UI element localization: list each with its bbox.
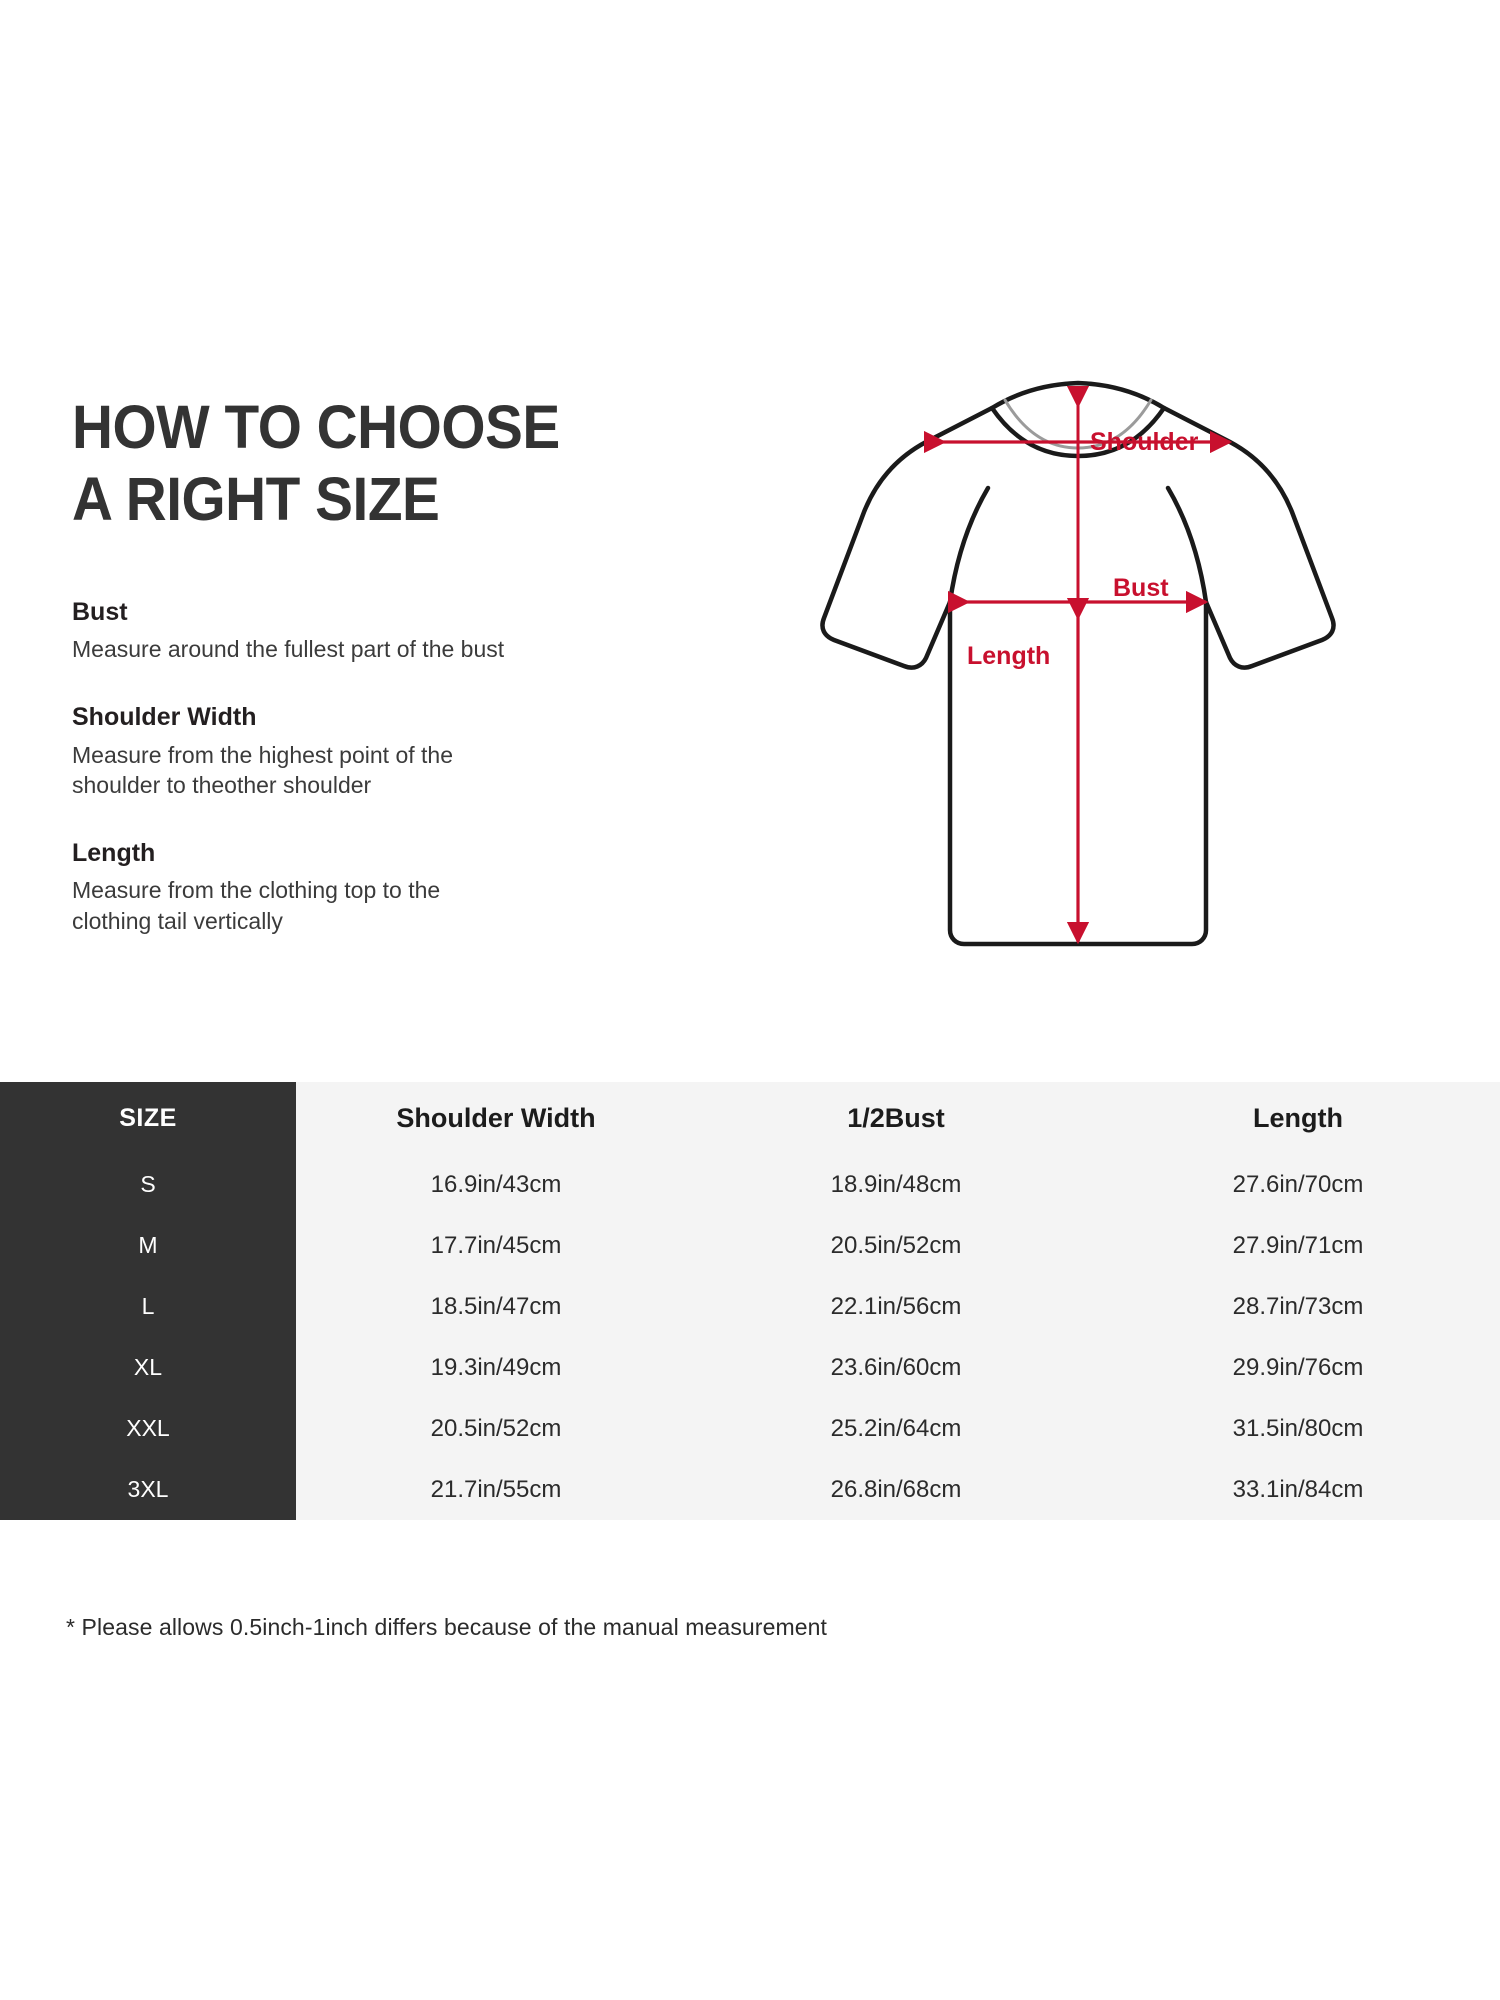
cell-bust: 23.6in/60cm: [696, 1337, 1096, 1398]
cell-bust: 25.2in/64cm: [696, 1398, 1096, 1459]
cell-shoulder-width: 16.9in/43cm: [296, 1154, 696, 1215]
column-header-size: SIZE: [0, 1082, 296, 1154]
column-header-shoulder-width: Shoulder Width: [296, 1082, 696, 1154]
table-row: L 18.5in/47cm 22.1in/56cm 28.7in/73cm: [0, 1276, 1500, 1337]
cell-shoulder-width: 18.5in/47cm: [296, 1276, 696, 1337]
cell-shoulder-width: 20.5in/52cm: [296, 1398, 696, 1459]
size-chart-table: SIZE Shoulder Width 1/2Bust Length S 16.…: [0, 1082, 1500, 1520]
measurement-description-bust: Measure around the fullest part of the b…: [72, 636, 505, 663]
measurement-description-shoulder-width: Measure from the highest point of the sh…: [72, 741, 453, 799]
table-row: S 16.9in/43cm 18.9in/48cm 27.6in/70cm: [0, 1154, 1500, 1215]
cell-bust: 18.9in/48cm: [696, 1154, 1096, 1215]
tshirt-sleeve-seam-left: [947, 485, 991, 605]
cell-shoulder-width: 17.7in/45cm: [296, 1215, 696, 1276]
tshirt-measurement-diagram: Shoulder Bust Length: [760, 370, 1400, 1020]
measurement-definitions-list: Bust Measure around the fullest part of …: [72, 596, 692, 936]
measurement-definition-length: Length Measure from the clothing top to …: [72, 837, 692, 937]
cell-length: 31.5in/80cm: [1096, 1398, 1500, 1459]
measurement-term-shoulder-width: Shoulder Width: [72, 703, 257, 732]
length-label: Length: [967, 642, 1050, 670]
cell-length: 27.6in/70cm: [1096, 1154, 1500, 1215]
cell-size: XL: [0, 1337, 296, 1398]
cell-length: 28.7in/73cm: [1096, 1276, 1500, 1337]
cell-size: L: [0, 1276, 296, 1337]
cell-length: 29.9in/76cm: [1096, 1337, 1500, 1398]
tshirt-sleeve-seam-right: [1165, 485, 1209, 605]
cell-size: S: [0, 1154, 296, 1215]
shoulder-label: Shoulder: [1090, 428, 1199, 456]
measurement-definition-bust: Bust Measure around the fullest part of …: [72, 596, 692, 665]
measurement-description-length: Measure from the clothing top to the clo…: [72, 877, 441, 934]
table-row: XL 19.3in/49cm 23.6in/60cm 29.9in/76cm: [0, 1337, 1500, 1398]
cell-size: M: [0, 1215, 296, 1276]
table-row: M 17.7in/45cm 20.5in/52cm 27.9in/71cm: [0, 1215, 1500, 1276]
cell-length: 33.1in/84cm: [1096, 1459, 1500, 1520]
table-header-row: SIZE Shoulder Width 1/2Bust Length: [0, 1082, 1500, 1154]
bust-label: Bust: [1113, 574, 1169, 602]
table-row: 3XL 21.7in/55cm 26.8in/68cm 33.1in/84cm: [0, 1459, 1500, 1520]
measurement-disclaimer-note: * Please allows 0.5inch-1inch differs be…: [66, 1614, 827, 1640]
column-header-bust: 1/2Bust: [696, 1082, 1096, 1154]
cell-bust: 26.8in/68cm: [696, 1459, 1096, 1520]
measurement-info-column: HOW TO CHOOSE A RIGHT SIZE Bust Measure …: [72, 392, 692, 936]
cell-size: 3XL: [0, 1459, 296, 1520]
info-and-diagram-section: HOW TO CHOOSE A RIGHT SIZE Bust Measure …: [72, 370, 1400, 1020]
cell-size: XXL: [0, 1398, 296, 1459]
measurement-definition-shoulder-width: Shoulder Width Measure from the highest …: [72, 701, 692, 801]
cell-shoulder-width: 21.7in/55cm: [296, 1459, 696, 1520]
measurement-term-bust: Bust: [72, 597, 128, 626]
table-row: XXL 20.5in/52cm 25.2in/64cm 31.5in/80cm: [0, 1398, 1500, 1459]
page-title: HOW TO CHOOSE A RIGHT SIZE: [72, 393, 560, 533]
cell-length: 27.9in/71cm: [1096, 1215, 1500, 1276]
table-body: S 16.9in/43cm 18.9in/48cm 27.6in/70cm M …: [0, 1154, 1500, 1520]
cell-bust: 22.1in/56cm: [696, 1276, 1096, 1337]
cell-shoulder-width: 19.3in/49cm: [296, 1337, 696, 1398]
cell-bust: 20.5in/52cm: [696, 1215, 1096, 1276]
column-header-length: Length: [1096, 1082, 1500, 1154]
measurement-term-length: Length: [72, 838, 156, 867]
